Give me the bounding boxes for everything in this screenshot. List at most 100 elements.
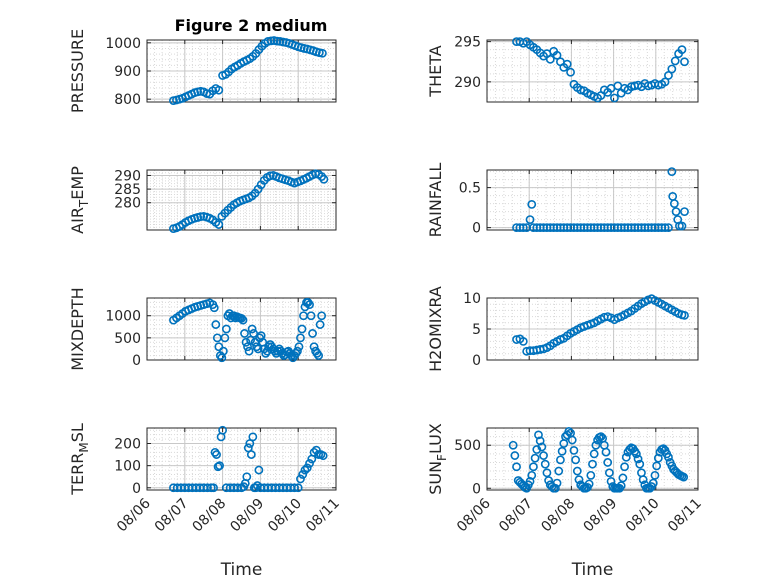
data-point (196, 212, 206, 222)
data-point (588, 459, 597, 469)
data-point (314, 351, 324, 360)
y-axis-label: H2OMIXRA (426, 286, 445, 372)
data-point (680, 57, 689, 67)
data-point (253, 344, 263, 354)
y-tick-label: 5 (472, 322, 481, 338)
panel-h2omixra: 0 5 10 H2OMIXRA (426, 286, 699, 372)
data-point (671, 207, 681, 216)
data-point (631, 449, 641, 459)
data-point (591, 440, 601, 450)
figure-title: Figure 2 medium (175, 16, 328, 35)
data-point (648, 478, 658, 488)
data-point (237, 313, 246, 323)
data-point (241, 337, 251, 347)
panel-mixdepth: 0 500 1000 MIXDEPTH (68, 287, 337, 371)
data-point (510, 451, 520, 460)
y-axis-label-subscript: M (77, 442, 91, 452)
data-point (660, 77, 670, 87)
data-point (246, 450, 256, 459)
data-point (620, 462, 629, 472)
data-point (537, 442, 547, 452)
data-point (601, 447, 611, 457)
y-tick-label: 0.5 (459, 181, 481, 197)
data-point (675, 221, 684, 231)
data-point (290, 483, 299, 493)
y-axis-label: SUNFLUX (426, 423, 449, 495)
data-point (603, 458, 613, 467)
y-tick-label: 0 (472, 353, 481, 369)
y-axis-label: AIRTEMP (68, 166, 91, 234)
data-point (604, 468, 614, 478)
data-point (596, 432, 606, 442)
y-tick-label: 0 (472, 481, 481, 497)
data-point (248, 432, 258, 442)
axes-box (486, 169, 699, 231)
x-axis-label: Time (220, 560, 263, 580)
data-point (238, 315, 248, 325)
data-point (233, 483, 243, 493)
data-point (667, 167, 677, 176)
y-tick-label: 290 (114, 168, 141, 184)
data-point (667, 64, 677, 74)
data-point (265, 171, 275, 181)
data-point (529, 462, 538, 472)
y-tick-label: 280 (114, 196, 141, 212)
y-axis-label-main: H2OMIXRA (426, 286, 445, 372)
y-axis-label-main: TERR (68, 453, 87, 496)
y-tick-label: 0 (132, 481, 141, 497)
y-tick-label: 295 (454, 35, 481, 51)
data-point (527, 199, 537, 209)
data-point (296, 333, 305, 343)
axes-box (486, 427, 699, 491)
data-point (512, 462, 521, 472)
data-point (567, 435, 577, 445)
y-axis-label-subscript: T (77, 199, 91, 208)
y-axis-label-main: PRESSURE (68, 29, 87, 113)
data-point (212, 450, 221, 459)
data-point (242, 472, 252, 482)
data-point (680, 207, 689, 216)
y-axis-label: MIXDEPTH (68, 287, 87, 370)
data-point (305, 300, 314, 310)
data-point (589, 449, 599, 459)
data-point (214, 342, 224, 352)
data-point (319, 174, 329, 184)
y-tick-label: 1000 (105, 309, 141, 325)
data-point (305, 459, 314, 468)
y-tick-label: 1000 (105, 36, 141, 52)
data-point (218, 425, 227, 435)
data-point (564, 427, 574, 436)
y-axis-label-main: RAINFALL (426, 163, 445, 238)
data-point (214, 85, 224, 95)
data-point (266, 36, 276, 46)
y-axis-label-main: MIXDEPTH (68, 287, 87, 370)
y-tick-label: 500 (114, 331, 141, 347)
data-point (518, 223, 528, 232)
data-point (214, 220, 224, 229)
data-point (571, 455, 581, 465)
data-point (545, 54, 555, 64)
data-point (215, 461, 224, 471)
data-point (660, 223, 670, 232)
data-point (552, 50, 562, 60)
y-tick-label: 800 (114, 92, 141, 108)
data-point (664, 223, 673, 232)
data-point (530, 453, 540, 463)
data-point (664, 71, 673, 80)
data-point (306, 311, 316, 321)
y-tick-label: 0 (472, 221, 481, 237)
y-tick-label: 0 (132, 353, 141, 369)
data-point (610, 93, 619, 103)
data-point (633, 454, 643, 464)
y-axis-label: THETA (426, 45, 445, 97)
data-point (635, 459, 645, 469)
data-point (670, 56, 680, 66)
data-point (293, 346, 302, 356)
data-point (680, 310, 689, 320)
data-point (556, 455, 565, 465)
data-point (550, 483, 560, 493)
axes-box (486, 39, 699, 103)
data-point (249, 329, 258, 338)
